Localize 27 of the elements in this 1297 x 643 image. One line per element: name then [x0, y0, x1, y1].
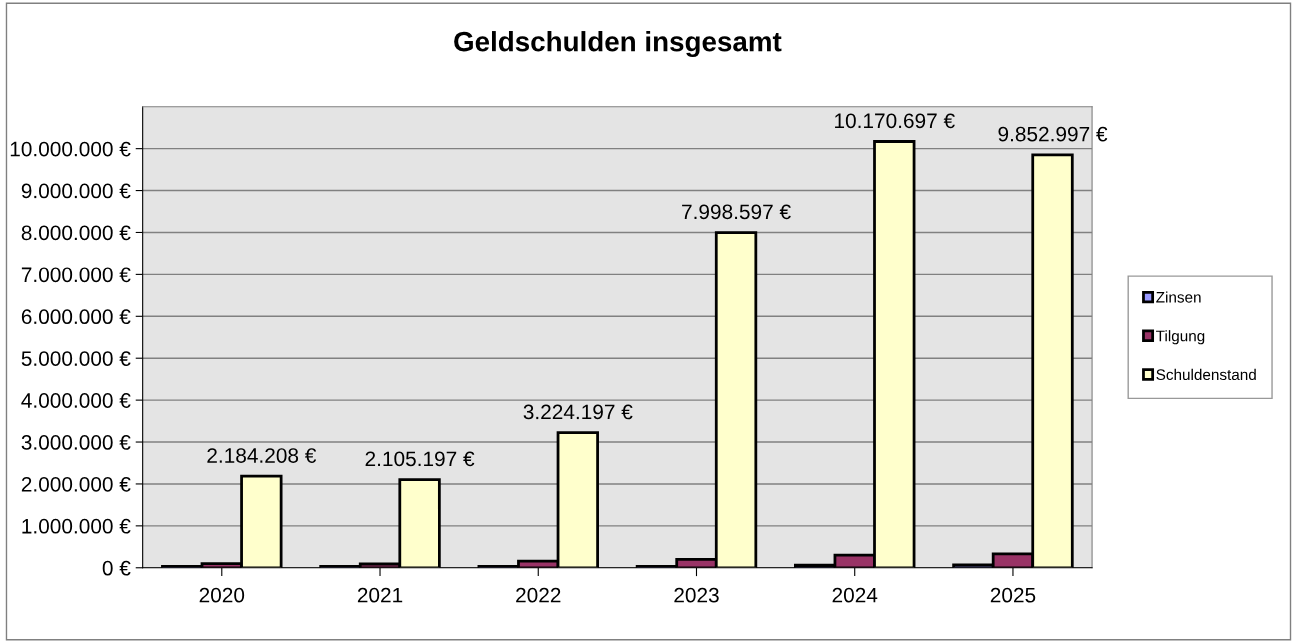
y-tick-label: 5.000.000 €: [21, 351, 131, 366]
y-tick-label: 4.000.000 €: [21, 393, 131, 408]
y-tick-label: 8.000.000 €: [21, 225, 131, 241]
y-tick-label: 3.000.000 €: [21, 435, 131, 450]
y-tick-label: 0 €: [102, 560, 131, 576]
y-tick-label: 9.000.000 €: [21, 183, 131, 199]
y-tick-label: 2.000.000 €: [21, 476, 131, 492]
data-label: 2.184.208 €: [207, 448, 317, 463]
data-label: 7.998.597 €: [682, 204, 791, 220]
chart-title: Geldschulden insgesamt: [454, 31, 782, 58]
y-tick-label: 7.000.000 €: [21, 267, 131, 283]
legend-label: Tilgung: [1156, 330, 1205, 345]
y-tick-label: 6.000.000 €: [21, 309, 131, 325]
x-tick-label: 2025: [990, 587, 1036, 603]
x-tick-label: 2023: [674, 587, 719, 603]
data-label: 10.170.697 €: [835, 113, 955, 129]
x-tick-label: 2024: [832, 587, 878, 603]
legend-label: Schuldenstand: [1156, 368, 1256, 381]
data-label: 9.852.997 €: [998, 126, 1108, 142]
data-label: 2.105.197 €: [365, 451, 475, 467]
y-tick-label: 1.000.000 €: [22, 518, 131, 534]
x-tick-label: 2020: [199, 587, 245, 603]
legend-label: Zinsen: [1156, 291, 1201, 303]
x-tick-label: 2022: [516, 587, 561, 603]
data-label: 3.224.197 €: [523, 404, 633, 420]
y-tick-label: 10.000.000 €: [10, 141, 131, 157]
x-tick-label: 2021: [357, 587, 403, 603]
